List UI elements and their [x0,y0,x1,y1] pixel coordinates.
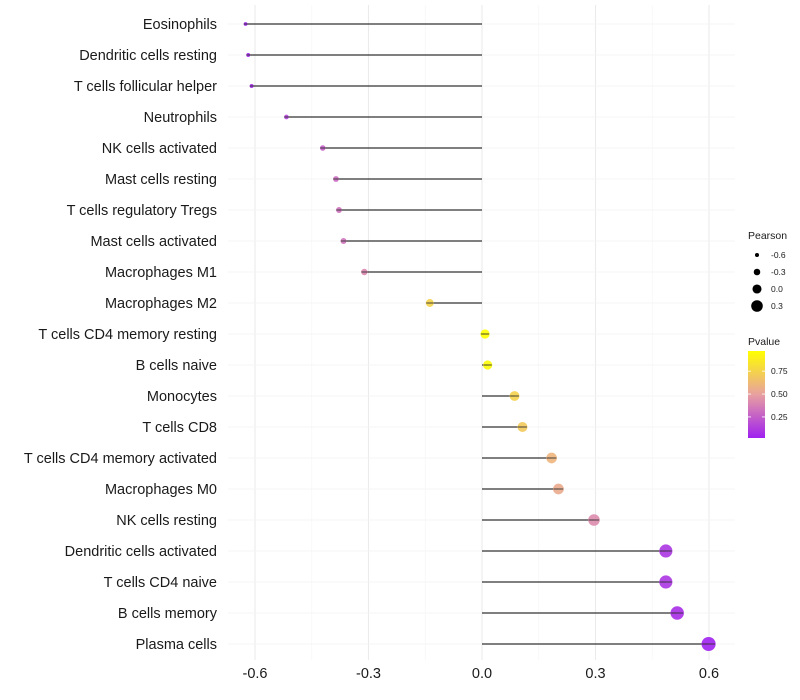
x-tick-label: 0.6 [699,666,719,682]
category-label: B cells memory [118,606,218,622]
x-tick-label: 0.0 [472,666,492,682]
category-label: Plasma cells [136,637,217,653]
color-legend-label: 0.25 [771,412,788,422]
x-axis-tick-labels: -0.6 -0.3 0.0 0.3 0.6 [243,666,720,682]
x-tick-label: -0.3 [356,666,381,682]
category-label: T cells CD4 memory activated [24,451,217,467]
category-label: Neutrophils [144,110,217,126]
category-label: Monocytes [147,389,217,405]
y-axis-labels: Eosinophils Dendritic cells resting T cell… [24,17,218,653]
category-label: Mast cells resting [105,172,217,188]
category-label: T cells CD4 naive [104,575,217,591]
color-legend-bar [748,351,765,438]
size-legend-dot [752,284,762,294]
size-legend-dot [754,252,760,258]
category-label: T cells follicular helper [74,79,217,95]
size-legend: Pearson -0.6 -0.3 0.0 0.3 [748,230,787,312]
category-label: T cells CD8 [142,420,217,436]
color-legend-title: Pvalue [748,336,780,348]
category-label: Eosinophils [143,17,217,33]
size-legend-label: -0.6 [771,250,786,260]
category-label: Macrophages M2 [105,296,217,312]
color-legend-label: 0.50 [771,389,788,399]
category-label: T cells CD4 memory resting [38,327,217,343]
size-legend-dot [753,268,761,276]
color-legend-label: 0.75 [771,366,788,376]
category-label: Macrophages M1 [105,265,217,281]
category-label: Mast cells activated [90,234,217,250]
category-label: B cells naive [136,358,217,374]
x-tick-label: 0.3 [585,666,605,682]
category-label: NK cells resting [116,513,217,529]
category-label: Dendritic cells resting [79,48,217,64]
category-label: T cells regulatory Tregs [67,203,217,219]
size-legend-title: Pearson [748,230,787,242]
category-label: NK cells activated [102,141,217,157]
x-tick-label: -0.6 [243,666,268,682]
size-legend-label: -0.3 [771,267,786,277]
size-legend-label: 0.3 [771,301,783,311]
size-legend-label: 0.0 [771,284,783,294]
category-label: Dendritic cells activated [65,544,217,560]
stems [245,23,709,645]
points [243,22,716,652]
color-legend: Pvalue 0.75 0.50 0.25 [748,336,788,438]
size-legend-dot [751,300,763,312]
category-label: Macrophages M0 [105,482,217,498]
